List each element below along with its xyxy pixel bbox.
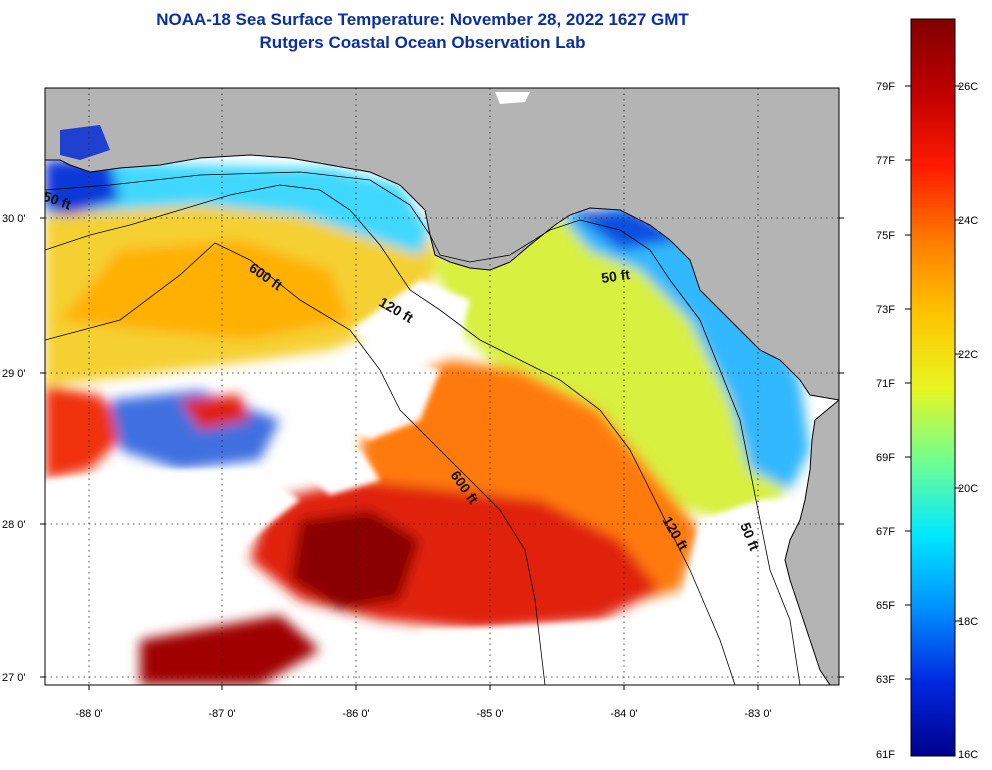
lat-label-28: 28 0' <box>2 519 26 531</box>
colorbar-c-16: 16C <box>958 749 978 761</box>
colorbar-f-75: 75F <box>876 230 895 242</box>
title-line-2: Rutgers Coastal Ocean Observation Lab <box>259 33 586 52</box>
tick-marks <box>40 217 844 690</box>
colorbar-f-65: 65F <box>876 600 895 612</box>
map-frame <box>44 87 840 686</box>
contour-120ft <box>45 184 736 685</box>
colorbar-c-26: 26C <box>958 81 978 93</box>
colorbar-ticks <box>905 85 961 680</box>
colorbar-f-73: 73F <box>876 304 895 316</box>
colorbar-f-61: 61F <box>876 749 895 761</box>
contour-600ft <box>45 242 546 685</box>
lat-label-27: 27 0' <box>2 672 26 684</box>
contour-label-50ft-east: 50 ft <box>600 266 631 286</box>
colorbar-f-69: 69F <box>876 452 895 464</box>
bay <box>60 125 110 160</box>
lon-label-84: -84 0' <box>610 708 637 720</box>
sst-field <box>45 160 810 685</box>
graticule <box>45 88 839 685</box>
map-area: 50 ft 600 ft 120 ft 50 ft 600 ft 120 ft … <box>45 88 839 685</box>
lon-label-88: -88 0' <box>75 708 102 720</box>
colorbar-f-67: 67F <box>876 526 895 538</box>
colorbar-gradient <box>910 18 956 757</box>
colorbar-f-77: 77F <box>876 155 895 167</box>
colorbar-c-20: 20C <box>958 483 978 495</box>
lon-label-86: -86 0' <box>342 708 369 720</box>
lat-label-29: 29 0' <box>2 368 26 380</box>
colorbar-f-71: 71F <box>876 378 895 390</box>
lon-label-87: -87 0' <box>208 708 235 720</box>
depth-contours <box>45 171 801 685</box>
title-line-1: NOAA-18 Sea Surface Temperature: Novembe… <box>156 10 689 29</box>
land <box>45 88 839 685</box>
colorbar-f-63: 63F <box>876 674 895 686</box>
colorbar-f-79: 79F <box>876 81 895 93</box>
map-title: NOAA-18 Sea Surface Temperature: Novembe… <box>0 8 845 54</box>
contour-50ft <box>45 171 801 685</box>
land-peninsula-south <box>784 399 839 685</box>
colorbar-c-24: 24C <box>958 215 978 227</box>
colorbar-c-18: 18C <box>958 616 978 628</box>
cloud-patches <box>45 280 839 685</box>
bay-2 <box>495 92 530 104</box>
lon-label-85: -85 0' <box>476 708 503 720</box>
colorbar: 79F 77F 75F 73F 71F 69F 67F 65F 63F 61F … <box>876 18 978 761</box>
lon-label-83: -83 0' <box>744 708 771 720</box>
lat-label-30: 30 0' <box>2 213 26 225</box>
land-northern-coast <box>45 88 839 401</box>
colorbar-c-22: 22C <box>958 349 978 361</box>
